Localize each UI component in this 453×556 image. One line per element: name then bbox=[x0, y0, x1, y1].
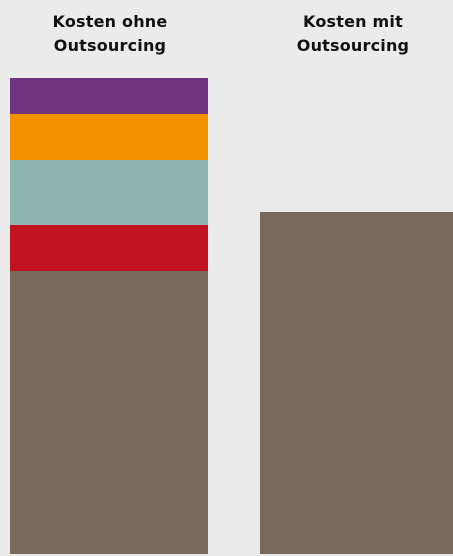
bar-segment-ohne-outsourcing-2 bbox=[10, 225, 208, 271]
bar-segment-ohne-outsourcing-1 bbox=[10, 271, 208, 554]
bar-label-ohne-outsourcing: Kosten ohne Outsourcing bbox=[52, 12, 168, 55]
bar-segment-ohne-outsourcing-4 bbox=[10, 114, 208, 160]
bar-segment-ohne-outsourcing-3 bbox=[10, 160, 208, 225]
bar-segment-ohne-outsourcing-5 bbox=[10, 78, 208, 114]
bar-label-mit-outsourcing: Kosten mit Outsourcing bbox=[296, 12, 410, 55]
bar-segment-mit-outsourcing-1 bbox=[260, 212, 453, 554]
